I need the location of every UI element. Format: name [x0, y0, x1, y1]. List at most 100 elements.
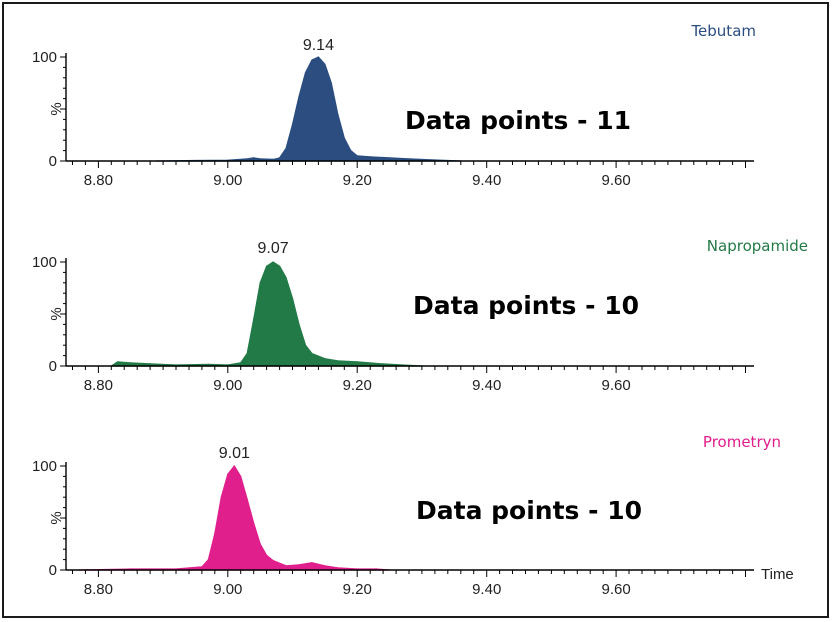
x-tick-label: 9.00 — [213, 172, 242, 189]
data-point — [279, 157, 281, 159]
data-point — [272, 158, 274, 160]
data-point — [272, 261, 274, 263]
data-point — [298, 323, 300, 325]
data-point — [246, 498, 248, 500]
peak-area — [78, 465, 391, 571]
data-point — [259, 158, 261, 160]
data-points-label: Data points - 10 — [413, 291, 639, 320]
data-point — [240, 362, 242, 364]
data-point — [291, 124, 294, 126]
x-tick-label: 9.60 — [601, 377, 630, 394]
data-point — [285, 277, 287, 279]
data-point — [279, 265, 281, 267]
compound-label: Tebutam — [690, 22, 756, 40]
data-point — [317, 56, 319, 58]
data-point — [253, 157, 255, 159]
y-tick-label: 0 — [49, 358, 57, 375]
data-point — [304, 72, 307, 74]
chromatogram-panel-tebutam: Tebutam 9.14 Data points - 11 100 0% 8.80 9… — [32, 22, 756, 189]
data-point — [207, 363, 209, 365]
y-tick-label: 0 — [49, 562, 57, 579]
data-point — [330, 82, 332, 84]
data-point — [246, 352, 248, 355]
data-point — [324, 565, 326, 567]
data-point — [337, 360, 339, 362]
data-point — [130, 362, 132, 364]
compound-label: Napropamide — [707, 237, 808, 255]
data-point — [117, 361, 119, 363]
data-point — [220, 496, 222, 498]
peak-label: 9.07 — [258, 240, 289, 257]
data-point — [311, 352, 313, 355]
x-tick-label: 9.40 — [472, 172, 501, 189]
data-point — [389, 157, 391, 159]
y-tick-label: 100 — [32, 458, 57, 475]
x-tick-label: 9.20 — [343, 581, 372, 598]
x-tick-label: 9.40 — [472, 581, 501, 598]
data-point — [227, 473, 229, 475]
y-axis-label: % — [48, 307, 65, 320]
y-tick-label: 0 — [49, 153, 57, 170]
data-point — [298, 564, 300, 566]
data-point — [253, 522, 255, 524]
data-point — [369, 156, 371, 158]
x-tick-label: 9.20 — [343, 377, 372, 394]
peak-area — [110, 261, 423, 367]
data-point — [246, 158, 248, 160]
data-points-label: Data points - 10 — [416, 496, 642, 525]
x-tick-label: 9.20 — [343, 172, 372, 189]
data-point — [324, 63, 326, 65]
data-point — [272, 560, 274, 562]
data-points-label: Data points - 11 — [405, 106, 631, 135]
peak-label: 9.01 — [219, 445, 250, 462]
data-point — [350, 150, 352, 152]
compound-label: Prometryn — [703, 433, 781, 451]
data-point — [337, 567, 339, 569]
data-point — [259, 282, 261, 284]
data-point — [214, 533, 216, 535]
x-tick-label: 9.60 — [601, 172, 630, 189]
x-tick-label: 9.60 — [601, 581, 630, 598]
y-tick-label: 100 — [32, 49, 57, 66]
data-point — [311, 59, 313, 61]
x-tick-label: 8.80 — [84, 172, 113, 189]
x-tick-label: 9.00 — [213, 377, 242, 394]
x-tick-label: 9.00 — [213, 581, 242, 598]
x-axis-label: Time — [761, 566, 794, 583]
data-point — [240, 475, 242, 477]
data-point — [356, 155, 358, 157]
x-tick-label: 9.40 — [472, 377, 501, 394]
data-point — [233, 465, 235, 467]
peak-area — [156, 56, 462, 162]
data-point — [343, 137, 345, 139]
data-point — [149, 363, 151, 365]
data-point — [408, 158, 410, 160]
data-point — [356, 361, 358, 363]
y-tick-label: 100 — [32, 254, 57, 271]
data-point — [253, 318, 255, 320]
x-tick-label: 8.80 — [84, 377, 113, 394]
data-point — [324, 358, 326, 360]
data-point — [382, 363, 384, 365]
y-axis-label: % — [48, 511, 65, 524]
peak-label: 9.14 — [303, 37, 334, 54]
data-point — [201, 566, 203, 568]
data-point — [311, 562, 313, 564]
data-point — [207, 559, 209, 561]
data-point — [434, 159, 436, 161]
chromatogram-panel-napropamide: Napropamide 9.07 Data points - 10 100 0% 8… — [32, 237, 808, 394]
y-axis-label: % — [48, 102, 65, 115]
data-point — [304, 344, 307, 346]
data-point — [266, 554, 268, 557]
data-point — [285, 147, 287, 150]
data-point — [259, 543, 261, 545]
data-point — [291, 297, 294, 299]
x-tick-label: 8.80 — [84, 581, 113, 598]
data-point — [337, 113, 339, 115]
data-point — [266, 265, 268, 267]
data-point — [285, 565, 287, 567]
chromatogram-panel-prometryn: Prometryn 9.01 Data points - 10 100 0% 8.8… — [32, 433, 794, 598]
data-point — [298, 95, 300, 98]
